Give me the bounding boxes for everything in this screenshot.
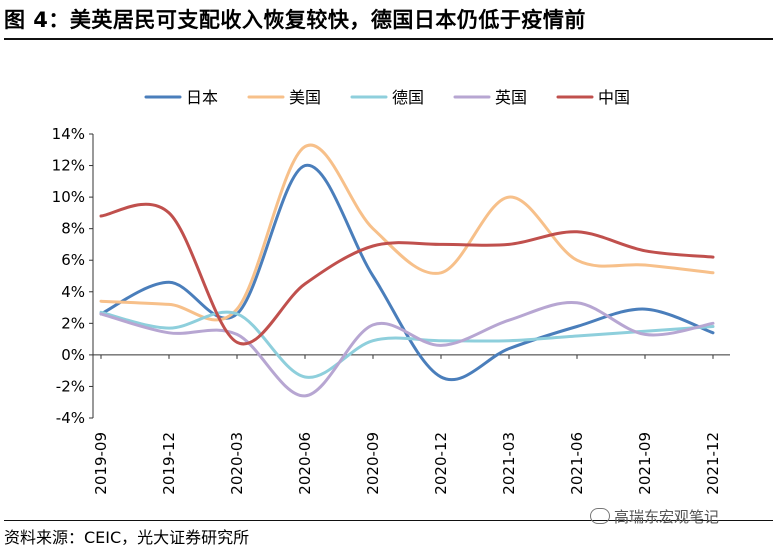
chart-series xyxy=(99,143,715,398)
x-tick-label: 2021-03 xyxy=(500,432,518,495)
series-line-1 xyxy=(99,164,715,381)
y-tick-label: 6% xyxy=(61,251,85,269)
chart-legend: 日本 美国 德国 英国 中国 xyxy=(144,88,630,107)
series-line-4 xyxy=(99,301,715,398)
x-tick-label: 2020-03 xyxy=(228,432,246,495)
legend-label-2: 美国 xyxy=(289,88,321,107)
source-note: 资料来源：CEIC，光大证券研究所 xyxy=(4,528,250,547)
y-tick-label: 0% xyxy=(61,346,85,364)
x-tick-label: 2019-09 xyxy=(92,432,110,495)
series-line-5 xyxy=(99,202,715,346)
y-tick-label: 12% xyxy=(52,157,85,175)
x-tick-label: 2021-12 xyxy=(704,432,722,495)
legend-label-3: 德国 xyxy=(392,88,424,107)
y-tick-label: 2% xyxy=(61,314,85,332)
legend-label-5: 中国 xyxy=(598,88,630,107)
y-tick-label: 8% xyxy=(61,220,85,238)
y-tick-label: -4% xyxy=(56,409,85,427)
x-tick-label: 2020-06 xyxy=(296,432,314,495)
x-tick-label: 2020-12 xyxy=(432,432,450,495)
wechat-icon xyxy=(590,508,610,524)
footer-divider xyxy=(4,520,773,521)
watermark: 高瑞东宏观笔记 xyxy=(590,506,719,527)
y-tick-label: 14% xyxy=(52,125,85,143)
watermark-text: 高瑞东宏观笔记 xyxy=(614,508,720,526)
y-tick-label: 4% xyxy=(61,283,85,301)
line-chart: 日本 美国 德国 英国 中国 -4% -2% 0% 2% 4% 6% 8% 10% 12% 14% 2019… xyxy=(52,88,730,495)
x-tick-label: 2021-09 xyxy=(636,432,654,495)
x-tick-label: 2021-06 xyxy=(568,432,586,495)
legend-label-4: 英国 xyxy=(495,88,527,107)
figure-title: 图 4：美英居民可支配收入恢复较快，德国日本仍低于疫情前 xyxy=(4,8,586,32)
legend-label-1: 日本 xyxy=(186,88,218,107)
y-tick-label: -2% xyxy=(56,377,85,395)
chart-axes: -4% -2% 0% 2% 4% 6% 8% 10% 12% 14% 2019-09 2019-12 2… xyxy=(52,125,730,495)
title-divider xyxy=(4,38,773,40)
x-tick-label: 2019-12 xyxy=(160,432,178,495)
x-tick-label: 2020-09 xyxy=(364,432,382,495)
series-line-3 xyxy=(99,310,715,379)
series-line-2 xyxy=(99,143,715,322)
y-tick-label: 10% xyxy=(52,188,85,206)
